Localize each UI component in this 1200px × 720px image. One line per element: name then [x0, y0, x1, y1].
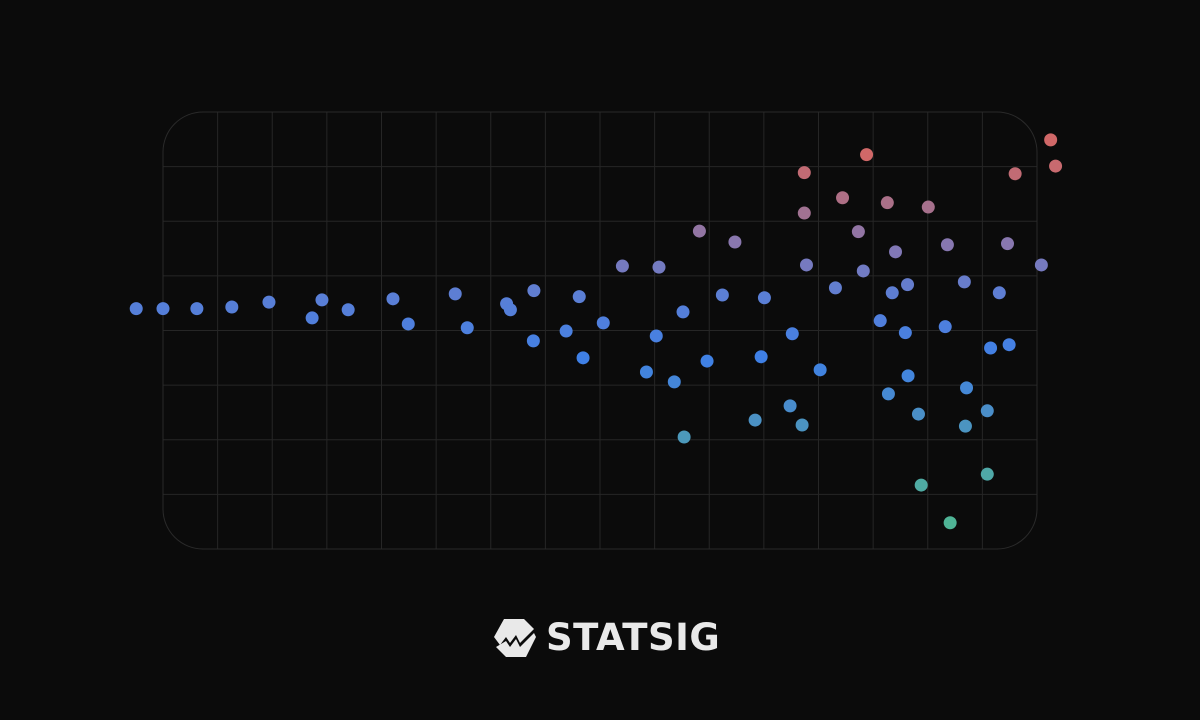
data-point	[911, 407, 925, 421]
data-point	[980, 467, 994, 481]
data-point	[649, 329, 663, 343]
data-point	[836, 191, 850, 205]
data-point	[315, 293, 329, 307]
data-point	[677, 430, 691, 444]
data-point	[901, 369, 915, 383]
statsig-logo-icon	[494, 618, 536, 657]
data-point	[980, 404, 994, 418]
grid	[163, 112, 1037, 549]
data-point	[1008, 167, 1022, 181]
data-point	[938, 320, 952, 334]
plot-frame	[162, 111, 1038, 550]
data-point	[757, 291, 771, 305]
data-point	[795, 418, 809, 432]
data-point	[639, 365, 653, 379]
data-point	[783, 399, 797, 413]
data-point	[692, 224, 706, 238]
data-point	[615, 259, 629, 273]
data-point	[754, 350, 768, 364]
data-point	[129, 302, 143, 316]
data-point	[156, 302, 170, 316]
data-point	[576, 351, 590, 365]
data-point	[1001, 237, 1015, 251]
data-point	[885, 286, 899, 300]
data-point	[797, 166, 811, 180]
data-point	[262, 295, 276, 309]
data-point	[889, 245, 903, 259]
data-point	[958, 419, 972, 433]
points	[129, 133, 1063, 530]
data-point	[559, 324, 573, 338]
statsig-logo: STATSIG	[494, 616, 720, 659]
data-point	[652, 260, 666, 274]
data-point	[1002, 338, 1016, 352]
data-point	[596, 316, 610, 330]
data-point	[799, 258, 813, 272]
data-point	[860, 148, 874, 162]
data-point	[190, 302, 204, 316]
data-point	[957, 275, 971, 289]
data-point	[914, 478, 928, 492]
data-point	[401, 317, 415, 331]
logo-text: STATSIG	[546, 616, 721, 659]
data-point	[851, 225, 865, 239]
data-point	[572, 290, 586, 304]
data-point	[341, 303, 355, 317]
data-point	[984, 341, 998, 355]
data-point	[1044, 133, 1058, 147]
data-point	[503, 303, 517, 317]
data-point	[785, 327, 799, 341]
data-point	[715, 288, 729, 302]
data-point	[527, 284, 541, 298]
data-point	[728, 235, 742, 249]
data-point	[901, 278, 915, 292]
data-point	[898, 326, 912, 340]
data-point	[881, 387, 895, 401]
data-point	[667, 375, 681, 389]
data-point	[305, 311, 319, 325]
data-point	[880, 196, 894, 210]
data-point	[992, 286, 1006, 300]
data-point	[873, 314, 887, 328]
data-point	[943, 516, 957, 530]
data-point	[526, 334, 540, 348]
data-point	[676, 305, 690, 319]
data-point	[1034, 258, 1048, 272]
data-point	[856, 264, 870, 278]
data-point	[460, 321, 474, 335]
data-point	[225, 300, 239, 314]
data-point	[1049, 159, 1063, 173]
data-point	[828, 281, 842, 295]
data-point	[797, 206, 811, 220]
data-point	[700, 354, 714, 368]
data-point	[940, 238, 954, 252]
data-point	[921, 200, 935, 214]
data-point	[748, 413, 762, 427]
data-point	[813, 363, 827, 377]
data-point	[386, 292, 400, 306]
data-point	[448, 287, 462, 301]
data-point	[960, 381, 974, 395]
